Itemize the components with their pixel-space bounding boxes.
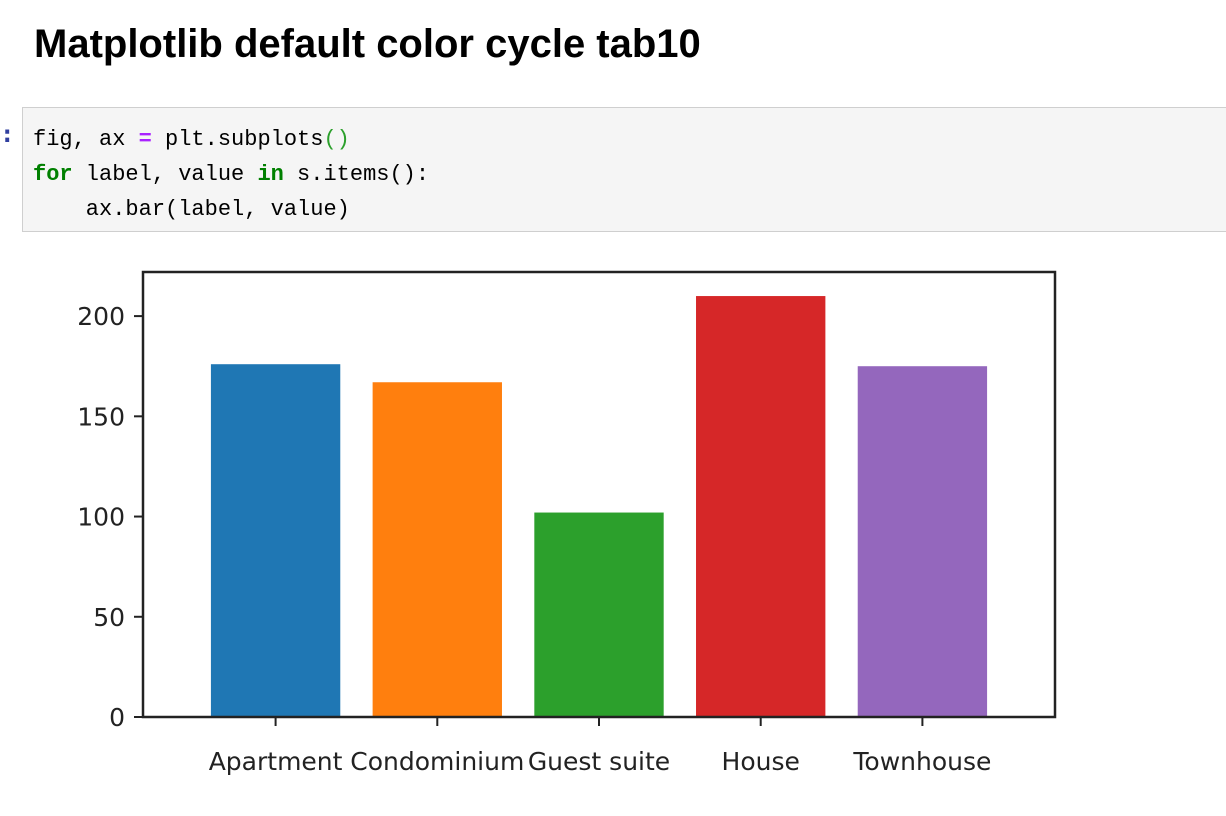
code-line: ax.bar(label, value) xyxy=(33,192,429,227)
y-tick-label: 100 xyxy=(77,503,125,532)
x-tick-label: House xyxy=(722,747,800,776)
x-tick-label: Guest suite xyxy=(528,747,670,776)
y-tick-label: 150 xyxy=(77,402,125,431)
chart: 0 50 100 150 200 Apartment Condominium Guest su… xyxy=(77,270,1057,776)
bar xyxy=(857,366,988,717)
y-tick-label: 200 xyxy=(77,302,125,331)
code-token: ax.bar(label, value) xyxy=(33,197,350,222)
code-token: () xyxy=(323,127,350,152)
code-token: = xyxy=(138,127,152,152)
y-tick-label: 50 xyxy=(93,603,125,632)
code-line: fig, ax = plt.subplots() xyxy=(33,122,429,157)
bar xyxy=(534,512,664,717)
code-token: fig, ax xyxy=(33,127,139,152)
code-token: label, value xyxy=(72,162,258,187)
bar xyxy=(372,382,502,717)
code: fig, ax = plt.subplots() for label, value… xyxy=(33,122,429,227)
code-token: s.items(): xyxy=(283,162,430,187)
bar xyxy=(696,296,826,717)
code-cell[interactable]: fig, ax = plt.subplots() for label, value… xyxy=(22,107,1226,232)
y-tick-label: 0 xyxy=(109,703,125,732)
code-token: in xyxy=(257,162,284,187)
heading: Matplotlib default color cycle tab10 xyxy=(34,22,701,66)
axes-frame xyxy=(141,270,1057,719)
bar xyxy=(210,364,341,717)
x-tick-label: Apartment xyxy=(209,747,343,776)
x-tick-label: Condominium xyxy=(350,747,524,776)
code-token: for xyxy=(33,162,73,187)
code-line: for label, value in s.items(): xyxy=(33,157,429,192)
code-token: plt.subplots xyxy=(151,127,324,152)
prompt: : xyxy=(0,120,15,148)
x-tick-label: Townhouse xyxy=(852,747,991,776)
